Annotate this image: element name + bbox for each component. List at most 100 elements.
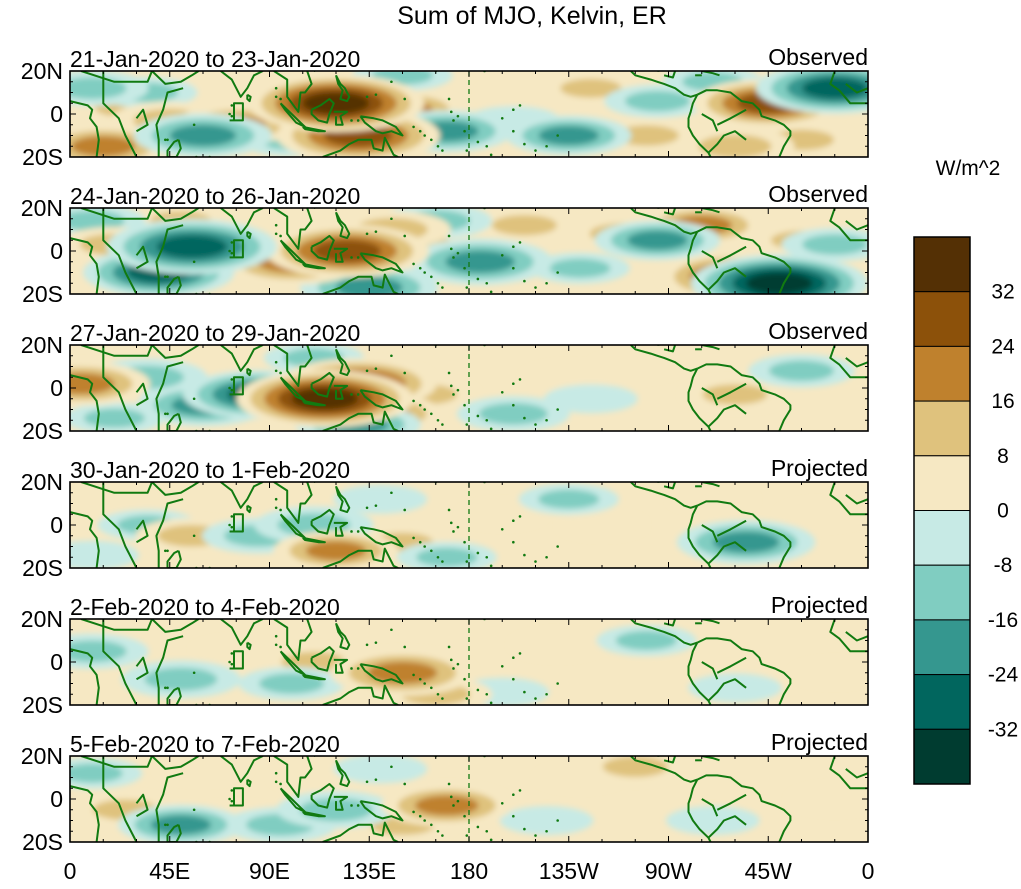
coastline [70, 100, 100, 157]
island-dot [430, 549, 433, 553]
coastline [135, 108, 149, 133]
island-dot [449, 658, 453, 662]
coastline [70, 648, 100, 705]
anomaly-blob [333, 756, 428, 784]
island-dot [230, 388, 234, 392]
coastline [701, 250, 719, 269]
island-dot [456, 525, 460, 529]
island-dot [274, 497, 278, 501]
coastline [687, 368, 712, 431]
y-tick-label: 0 [50, 649, 63, 675]
island-dot [191, 432, 194, 435]
coastline [310, 646, 335, 672]
island-dot [403, 371, 407, 375]
coastline [273, 208, 313, 250]
island-dot [230, 378, 234, 381]
island-dot [166, 275, 169, 279]
anomaly-blob [746, 272, 813, 294]
island-dot [456, 388, 460, 392]
coastline [80, 71, 153, 83]
coastline [335, 348, 351, 377]
coastline [630, 482, 698, 509]
island-dot [274, 634, 278, 638]
anomaly-blob [458, 500, 546, 528]
coastline [701, 661, 719, 680]
island-dot [356, 256, 360, 259]
island-dot [518, 241, 522, 244]
island-dot [512, 108, 515, 111]
island-dot [350, 667, 353, 670]
anomaly-blob [702, 384, 768, 405]
island-dot [485, 144, 489, 148]
coastline [151, 208, 200, 222]
island-dot [463, 266, 466, 270]
anomaly-blob [669, 485, 757, 513]
island-dot [418, 129, 422, 133]
coastline [302, 536, 326, 544]
coastline [322, 136, 399, 157]
coastline [696, 89, 792, 157]
island-dot [230, 525, 234, 529]
island-dot [365, 369, 369, 373]
island-dot [436, 281, 440, 285]
panel-ticks [69, 70, 869, 158]
anomaly-field [70, 345, 868, 435]
panel-date-range: 5-Feb-2020 to 7-Feb-2020 [70, 731, 340, 757]
island-dot [447, 371, 451, 375]
anomaly-field [70, 756, 868, 842]
coastline [333, 247, 349, 263]
island-dot [489, 838, 493, 842]
island-dot [166, 823, 169, 827]
island-dot [452, 393, 455, 396]
island-dot [164, 549, 167, 553]
coastline [716, 382, 747, 400]
anomaly-blob [302, 92, 370, 115]
colorbar-tick-label: -8 [994, 554, 1013, 577]
panel-ticks [69, 207, 869, 295]
island-dot [279, 782, 282, 786]
island-dot [274, 360, 278, 364]
coastline [310, 234, 335, 261]
island-dot [166, 549, 169, 553]
anomaly-blob [499, 806, 594, 835]
coastline [302, 673, 326, 681]
island-dot [436, 555, 440, 559]
x-tick-label: 135W [539, 858, 599, 884]
island-dot [500, 528, 504, 531]
island-dot [192, 260, 196, 264]
coastline [359, 800, 404, 822]
y-tick-label: 20N [21, 606, 63, 632]
island-dot [556, 545, 559, 548]
island-dot [449, 795, 453, 799]
colorbar-swatch [913, 510, 971, 566]
island-dot [534, 423, 537, 426]
anomaly-blob [615, 631, 677, 650]
island-dot [489, 427, 493, 431]
coastline [229, 102, 244, 122]
island-dot [356, 393, 360, 396]
y-tick-label: 20S [22, 144, 63, 170]
island-dot [436, 829, 440, 833]
x-tick-label: 45E [149, 858, 190, 884]
coastline [707, 130, 747, 154]
island-dot [356, 119, 360, 122]
island-dot [476, 140, 480, 144]
island-dot [476, 414, 480, 418]
island-dot [365, 95, 369, 99]
coastline [80, 482, 153, 494]
anomaly-blob [698, 134, 772, 157]
coastline [845, 631, 868, 642]
coastline [220, 208, 264, 235]
panel-date-range: 27-Jan-2020 to 29-Jan-2020 [70, 320, 360, 346]
coastline [630, 71, 698, 98]
island-dot [374, 641, 378, 644]
islands [164, 756, 559, 842]
coastline [687, 505, 712, 568]
island-dot [452, 804, 455, 807]
island-dot [192, 397, 196, 401]
coastline [716, 656, 747, 674]
island-dot [512, 540, 515, 544]
coastline [333, 795, 349, 811]
coastline [359, 663, 404, 685]
coastline [335, 485, 351, 514]
